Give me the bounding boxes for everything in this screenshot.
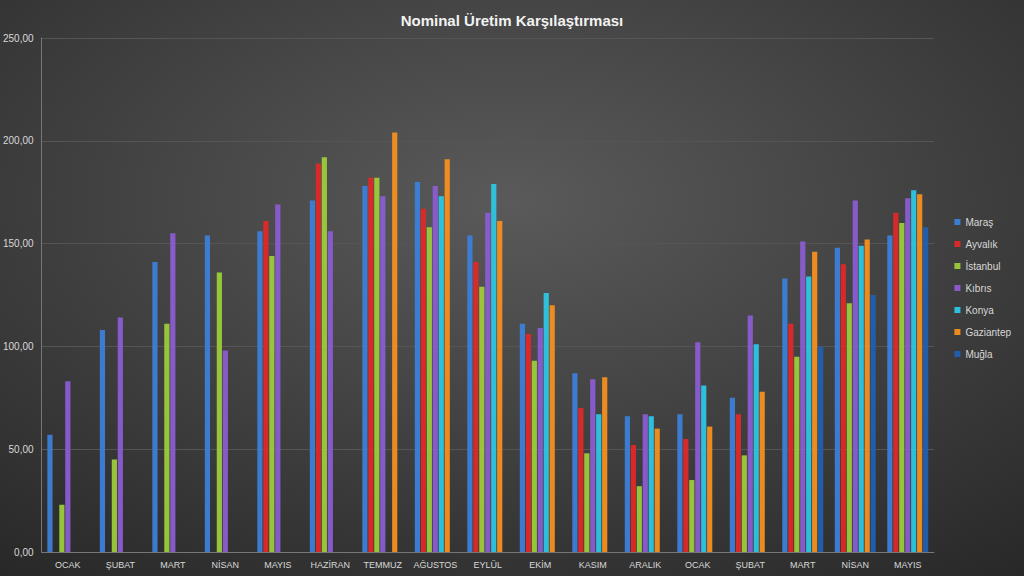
svg-text:ŞUBAT: ŞUBAT [106,560,136,570]
svg-text:EYLÜL: EYLÜL [474,560,503,570]
svg-text:250,00: 250,00 [3,33,34,44]
svg-text:MART: MART [790,560,816,570]
svg-text:NİSAN: NİSAN [212,560,240,570]
svg-text:ŞUBAT: ŞUBAT [736,560,766,570]
svg-text:0,00: 0,00 [14,547,34,558]
svg-text:MART: MART [160,560,186,570]
svg-text:OCAK: OCAK [685,560,711,570]
svg-text:EKİM: EKİM [529,560,551,570]
svg-text:Nominal Üretim Karşılaştırması: Nominal Üretim Karşılaştırması [401,12,624,29]
svg-text:200,00: 200,00 [3,135,34,146]
svg-text:Konya: Konya [965,305,994,316]
svg-text:KASIM: KASIM [579,560,607,570]
svg-text:Ayvalık: Ayvalık [965,239,998,250]
svg-text:NİSAN: NİSAN [841,560,869,570]
svg-text:HAZİRAN: HAZİRAN [311,560,351,570]
svg-text:ARALIK: ARALIK [629,560,661,570]
svg-text:100,00: 100,00 [3,341,34,352]
svg-text:MAYIS: MAYIS [894,560,921,570]
svg-text:İstanbul: İstanbul [965,260,1000,272]
svg-text:MAYIS: MAYIS [264,560,291,570]
svg-text:Maraş: Maraş [965,217,993,228]
svg-text:TEMMUZ: TEMMUZ [364,560,403,570]
svg-text:Kıbrıs: Kıbrıs [965,283,991,294]
svg-text:Muğla: Muğla [965,349,993,360]
svg-text:50,00: 50,00 [9,444,34,455]
svg-text:AĞUSTOS: AĞUSTOS [413,560,457,570]
svg-text:Gaziantep: Gaziantep [965,327,1011,338]
svg-text:OCAK: OCAK [55,560,81,570]
svg-text:150,00: 150,00 [3,238,34,249]
